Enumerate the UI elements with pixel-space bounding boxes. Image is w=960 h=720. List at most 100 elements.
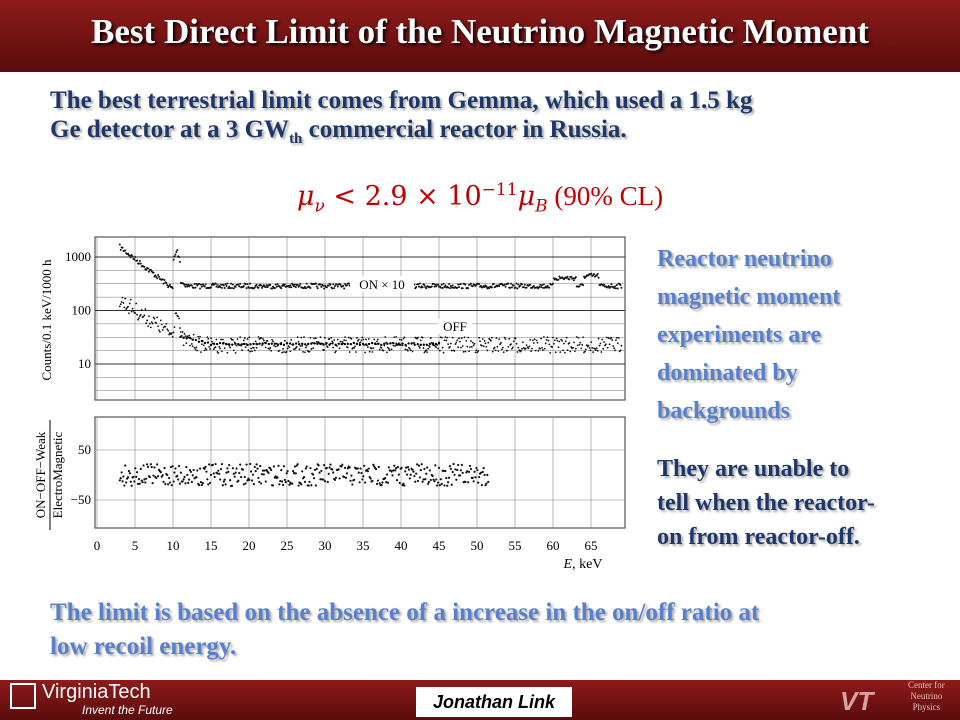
point (290, 339, 293, 341)
point (356, 340, 359, 342)
point (458, 337, 460, 340)
point (471, 476, 474, 479)
point (244, 283, 247, 286)
point (569, 350, 572, 353)
point (253, 349, 256, 352)
y-label: Counts/0.1 keV/1000 h (39, 259, 54, 380)
point (294, 472, 297, 475)
point (287, 479, 290, 483)
point (327, 284, 330, 287)
point (127, 305, 129, 308)
point (152, 474, 155, 477)
point (469, 282, 472, 285)
point (426, 466, 429, 469)
point (485, 285, 488, 288)
point (484, 342, 487, 345)
point (334, 285, 337, 288)
point (288, 286, 291, 289)
point (274, 475, 277, 478)
point (186, 473, 189, 476)
point (303, 480, 307, 483)
fit-point (331, 342, 334, 345)
point (426, 482, 430, 485)
point (445, 339, 448, 342)
point (194, 348, 197, 351)
point (334, 351, 336, 354)
point (616, 287, 619, 290)
point (522, 286, 525, 289)
point (518, 349, 521, 352)
point (187, 283, 190, 286)
point (359, 341, 362, 344)
y-tick-label: 1000 (65, 249, 91, 264)
point (174, 467, 177, 470)
point (175, 251, 178, 254)
point (449, 285, 452, 288)
point (257, 286, 260, 289)
point (235, 344, 238, 347)
point (297, 340, 300, 343)
point (440, 336, 443, 339)
point (570, 275, 573, 278)
point (147, 325, 149, 328)
point (120, 471, 123, 474)
point (156, 316, 159, 319)
point (451, 284, 454, 287)
point (239, 336, 242, 339)
point (425, 349, 428, 352)
point (334, 476, 338, 479)
point (366, 346, 369, 348)
point (441, 346, 444, 349)
point (435, 478, 438, 481)
point (119, 303, 122, 306)
point (241, 349, 243, 352)
point (200, 343, 203, 346)
point (507, 346, 510, 348)
point (283, 478, 286, 482)
point (417, 285, 420, 288)
point (494, 349, 497, 352)
point (416, 479, 420, 483)
point (587, 344, 590, 347)
point (486, 349, 489, 352)
point (613, 286, 616, 289)
point (348, 351, 351, 353)
point (245, 287, 248, 290)
point (552, 336, 554, 339)
point (128, 254, 131, 257)
x-tick-label: 25 (281, 538, 294, 553)
point (295, 345, 298, 348)
point (347, 336, 350, 339)
point (478, 336, 481, 339)
point (610, 283, 613, 286)
point (424, 478, 427, 481)
point (247, 349, 250, 352)
point (179, 327, 181, 329)
point (520, 283, 523, 286)
point (471, 285, 474, 288)
point (394, 345, 397, 347)
point (132, 475, 135, 479)
point (242, 284, 245, 287)
point (274, 345, 277, 348)
point (305, 282, 308, 285)
x-tick-label: 5 (132, 538, 139, 553)
point (455, 478, 458, 481)
point (207, 337, 210, 340)
point (362, 475, 365, 478)
point (461, 345, 464, 347)
fit-point (373, 342, 377, 346)
point (606, 286, 609, 289)
point (250, 479, 254, 482)
point (341, 463, 344, 466)
point (536, 341, 539, 344)
point (416, 463, 419, 466)
point (142, 315, 145, 318)
point (203, 467, 206, 470)
fit-point (398, 343, 401, 346)
point (487, 341, 490, 344)
point (400, 339, 403, 341)
point (298, 348, 301, 351)
point (493, 346, 496, 349)
point (186, 285, 189, 288)
